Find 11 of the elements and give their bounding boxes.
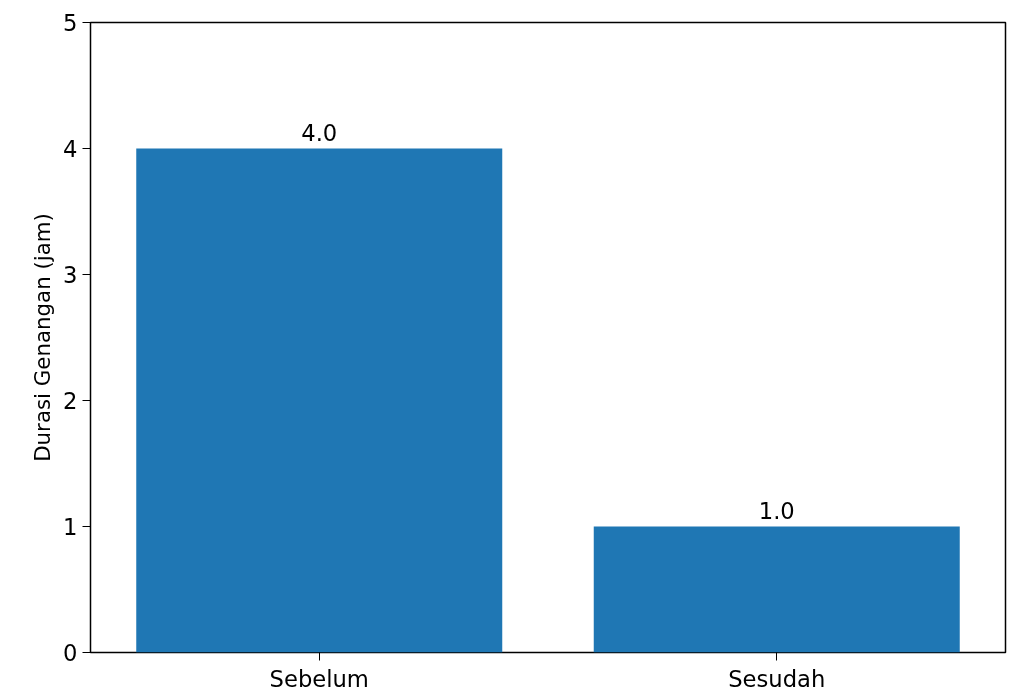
y-axis-title: Durasi Genangan (jam) [30, 213, 56, 462]
y-tick-label: 0 [63, 640, 78, 666]
y-tick-label: 1 [63, 514, 78, 540]
y-tick-label: 2 [63, 388, 78, 414]
x-tick-label: Sebelum [269, 665, 369, 692]
x-tick-label: Sesudah [728, 665, 826, 692]
y-tick-label: 5 [63, 10, 78, 36]
data-label: 1.0 [758, 497, 795, 524]
y-tick-label: 3 [63, 262, 78, 288]
y-tick-label: 4 [63, 136, 78, 162]
data-label: 4.0 [301, 119, 338, 146]
